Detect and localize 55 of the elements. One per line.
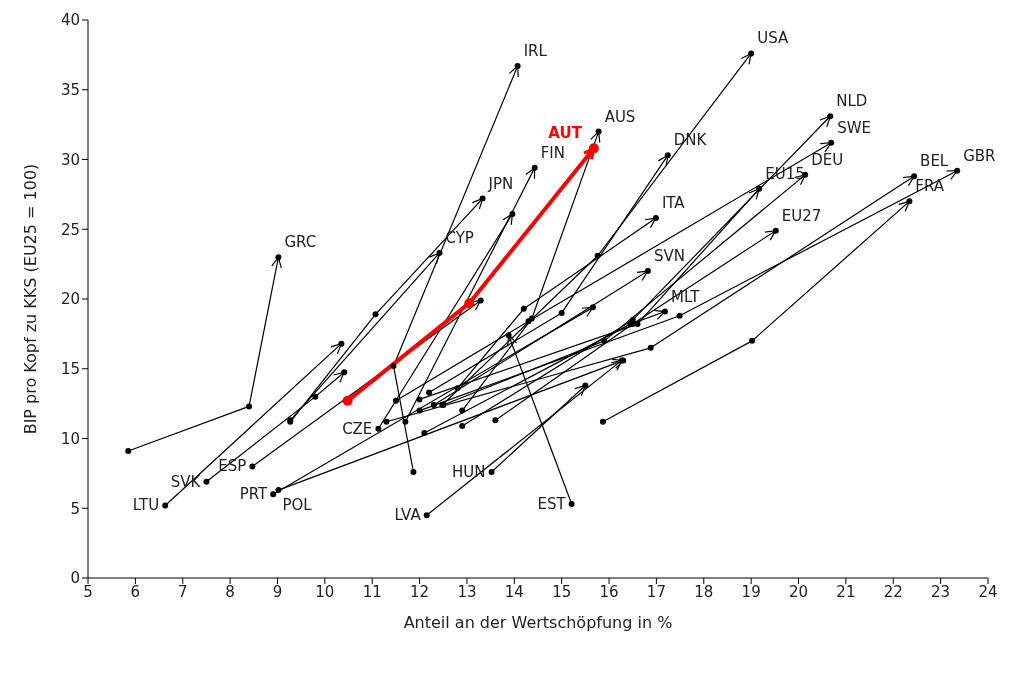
x-tick-label: 14	[504, 582, 524, 601]
annotation: AUT	[548, 124, 583, 143]
x-tick-label: 17	[646, 582, 666, 601]
x-tick-label: 10	[315, 582, 335, 601]
y-tick-label: 40	[60, 11, 80, 30]
x-tick-label: 19	[741, 582, 761, 601]
annotation: NLD	[836, 92, 868, 111]
y-tick-label: 10	[60, 429, 80, 448]
y-tick-label: 35	[60, 81, 80, 100]
x-tick-label: 7	[177, 582, 188, 601]
annotation: SVN	[653, 247, 685, 266]
annotation: LVA	[394, 506, 422, 525]
x-tick-label: 11	[362, 582, 382, 601]
x-tick-label: 16	[599, 582, 619, 601]
y-tick-label: 25	[60, 220, 80, 239]
x-tick-label: 18	[694, 582, 714, 601]
annotation: CZE	[342, 419, 373, 438]
x-tick-label: 15	[552, 582, 572, 601]
x-tick-label: 24	[978, 582, 998, 601]
annotation: DEU	[811, 150, 844, 169]
annotation: EU27	[781, 206, 822, 225]
annotation: POL	[282, 496, 313, 515]
x-tick-label: 22	[883, 582, 903, 601]
annotation: JPN	[487, 174, 514, 193]
annotation: SWE	[837, 118, 872, 137]
annotation: LTU	[132, 496, 160, 515]
x-tick-label: 23	[931, 582, 951, 601]
x-tick-label: 13	[457, 582, 477, 601]
x-tick-label: 9	[272, 582, 283, 601]
annotation: GBR	[963, 146, 996, 165]
x-tick-label: 5	[83, 582, 93, 601]
x-tick-label: 20	[788, 582, 809, 601]
annotation: GRC	[284, 233, 317, 252]
y-axis-title: BIP pro Kopf zu KKS (EU25 = 100)	[20, 163, 40, 435]
y-tick-label: 5	[70, 499, 80, 518]
y-tick-label: 20	[60, 290, 80, 309]
annotation: CYP	[445, 228, 474, 247]
y-tick-label: 15	[60, 360, 80, 379]
x-tick-label: 8	[225, 582, 235, 601]
annotation: BEL	[920, 152, 949, 171]
x-axis-title: Anteil an der Wertschöpfung in %	[403, 613, 673, 632]
y-tick-label: 30	[60, 150, 80, 169]
annotation: MLT	[670, 287, 701, 306]
annotation: USA	[757, 29, 789, 48]
x-tick-label: 21	[836, 582, 856, 601]
annotation: AUS	[604, 107, 636, 126]
annotation: HUN	[452, 462, 486, 481]
annotation: FIN	[540, 143, 565, 162]
y-tick-label: 0	[70, 569, 80, 588]
x-tick-label: 6	[130, 582, 141, 601]
annotation: EST	[537, 495, 567, 514]
x-tick-label: 12	[410, 582, 430, 601]
annotation: IRL	[523, 42, 548, 61]
annotation: ITA	[661, 194, 686, 213]
annotation: PRT	[239, 485, 269, 504]
